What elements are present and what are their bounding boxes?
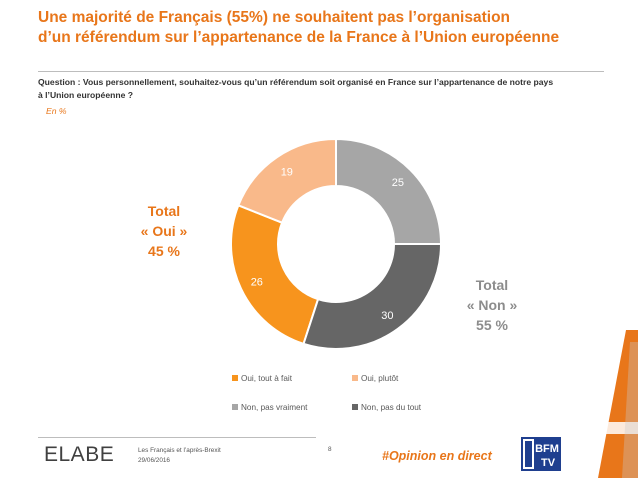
total-non-quote: « Non » xyxy=(466,297,518,313)
legend-label: Oui, tout à fait xyxy=(241,374,292,383)
legend-item-oui-tout-a-fait: Oui, tout à fait xyxy=(232,374,292,383)
legend-swatch xyxy=(232,404,238,410)
legend-label: Non, pas vraiment xyxy=(241,403,308,412)
total-oui-quote: « Oui » xyxy=(140,223,188,239)
data-label: 19 xyxy=(281,167,293,179)
total-non-label: Total xyxy=(475,277,509,293)
data-label: 25 xyxy=(392,177,404,189)
slice-oui-plutot xyxy=(237,137,337,224)
total-oui: Total « Oui » 45 % xyxy=(118,201,210,261)
total-non: Total « Non » 55 % xyxy=(446,275,538,335)
question-line-2: à l’Union européenne ? xyxy=(38,90,134,100)
legend-swatch xyxy=(352,404,358,410)
unit-label: En % xyxy=(46,106,67,116)
slice-non-pas-du-tout xyxy=(302,243,443,350)
bfmtv-line-1: BFM xyxy=(535,443,559,455)
bfmtv-logo: BFM TV xyxy=(521,437,561,471)
legend-item-non-pas-du-tout: Non, pas du tout xyxy=(352,403,421,412)
total-non-value: 55 % xyxy=(476,317,508,333)
elabe-logo-text: ELABE xyxy=(44,443,114,466)
study-title: Les Français et l’après-Brexit xyxy=(138,447,221,454)
page-number: 8 xyxy=(328,446,332,453)
slice-non-pas-vraiment xyxy=(335,137,443,245)
decorative-a-shape xyxy=(598,330,638,478)
legend-item-non-pas-vraiment: Non, pas vraiment xyxy=(232,403,307,412)
bfmtv-line-2: TV xyxy=(541,457,556,469)
footer-study: Les Français et l’après-Brexit 29/06/201… xyxy=(138,446,221,466)
data-label: 26 xyxy=(251,276,263,288)
legend-swatch xyxy=(232,375,238,381)
legend-swatch xyxy=(352,375,358,381)
data-label: 30 xyxy=(381,310,393,322)
slice-oui-tout-a-fait xyxy=(230,204,320,346)
legend-item-oui-plutot: Oui, plutôt xyxy=(352,374,398,383)
title-line-2: d’un référendum sur l’appartenance de la… xyxy=(38,29,560,46)
total-oui-label: Total xyxy=(147,203,181,219)
page-title: Une majorité de Français (55%) ne souhai… xyxy=(38,8,598,48)
survey-question: Question : Vous personnellement, souhait… xyxy=(38,76,610,102)
total-oui-value: 45 % xyxy=(148,243,180,259)
legend-label: Oui, plutôt xyxy=(361,374,399,383)
divider xyxy=(38,71,604,72)
footer-divider xyxy=(38,437,316,438)
elabe-logo: ELABE xyxy=(44,443,114,466)
title-line-1: Une majorité de Français (55%) ne souhai… xyxy=(38,9,511,26)
hashtag: #Opinion en direct xyxy=(382,449,492,463)
study-date: 29/06/2016 xyxy=(138,457,170,464)
question-line-1: Question : Vous personnellement, souhait… xyxy=(38,77,554,87)
legend-label: Non, pas du tout xyxy=(361,403,422,412)
